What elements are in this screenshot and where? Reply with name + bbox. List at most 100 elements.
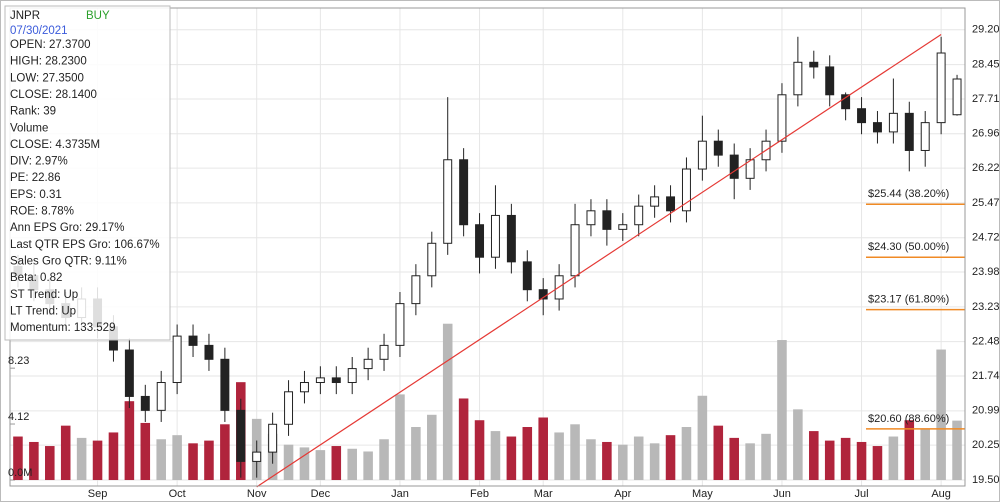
- volume-bar: [745, 443, 755, 481]
- volume-bar: [538, 417, 548, 481]
- y-tick-label: 27.71: [972, 93, 1000, 105]
- x-tick-label: Nov: [247, 488, 267, 500]
- overlay-layer: $25.44 (38.20%) $24.30 (50.00%) $23.17 (61…: [256, 33, 965, 488]
- y-tick-label: 20.99: [972, 405, 1000, 417]
- volume-bar: [299, 447, 310, 481]
- candle-body: [666, 196, 676, 212]
- x-tick-label: Jun: [773, 488, 791, 500]
- candle-body: [363, 358, 373, 370]
- volume-bar: [13, 436, 23, 481]
- candle-body: [825, 66, 835, 96]
- volume-bar: [315, 450, 326, 481]
- x-tick-label: Jul: [855, 488, 869, 500]
- x-tick-label: Mar: [534, 488, 553, 500]
- info-line: EPS: 0.31: [10, 189, 62, 201]
- info-line: OPEN: 27.3700: [10, 39, 91, 51]
- candle-body: [299, 382, 309, 393]
- candle-body: [427, 242, 437, 277]
- candle-body: [841, 94, 851, 110]
- candle-body: [315, 377, 325, 384]
- info-line: CLOSE: 4.3735M: [10, 139, 100, 151]
- volume-bar: [458, 398, 469, 481]
- candle-body: [204, 344, 214, 360]
- x-tick-label: Feb: [470, 488, 489, 500]
- volume-bar: [283, 444, 294, 481]
- volume-bar: [777, 340, 787, 481]
- info-line: Momentum: 133.529: [10, 322, 115, 334]
- trend-line: [256, 33, 942, 488]
- volume-bar: [395, 394, 405, 481]
- volume-bar: [665, 435, 676, 481]
- x-tick-label: Dec: [311, 488, 331, 500]
- fib-label: $24.30 (50.00%): [868, 241, 949, 253]
- info-line: ST Trend: Up: [10, 289, 78, 301]
- candle-body: [713, 140, 723, 156]
- candle-body: [379, 344, 389, 360]
- candle-body: [459, 159, 469, 226]
- info-line: Volume: [10, 122, 48, 134]
- candle-body: [952, 78, 962, 116]
- candle-body: [395, 303, 405, 346]
- candle-body: [904, 112, 914, 151]
- volume-bar: [904, 420, 915, 481]
- candle-body: [220, 358, 230, 411]
- candle-body: [236, 409, 246, 462]
- info-line: CLOSE: 28.1400: [10, 89, 97, 101]
- volume-bar: [140, 422, 151, 481]
- volume-bar: [920, 428, 930, 481]
- candle-body: [506, 214, 516, 263]
- candle-body: [634, 205, 644, 226]
- candle-body: [872, 122, 882, 133]
- volume-bar: [602, 441, 612, 481]
- candle-body: [681, 168, 691, 212]
- fib-label: $23.17 (61.80%): [868, 294, 949, 306]
- date: 07/30/2021: [10, 25, 68, 37]
- volume-bar: [220, 424, 230, 481]
- volume-bar: [427, 414, 437, 481]
- volume-bar: [618, 444, 628, 481]
- volume-bar: [92, 440, 103, 481]
- volume-bar: [204, 440, 214, 481]
- y-tick-label: 23.23: [972, 301, 1000, 313]
- candle-body: [618, 224, 628, 230]
- y-tick-label: 24.72: [972, 232, 1000, 244]
- candle-body: [650, 196, 660, 207]
- volume-bar: [824, 440, 835, 481]
- volume-bar: [188, 443, 198, 481]
- volume-bar: [872, 446, 883, 481]
- candle-body: [586, 210, 596, 226]
- volume-bar: [172, 435, 182, 481]
- candle-body: [172, 335, 182, 384]
- volume-bar: [45, 446, 55, 481]
- candle-body: [697, 140, 707, 170]
- y-tick-label: 25.47: [972, 197, 1000, 209]
- x-tick-label: Sep: [88, 488, 108, 500]
- volume-bar: [856, 441, 867, 481]
- candle-body: [331, 377, 341, 384]
- volume-bar: [506, 436, 517, 481]
- candle-body: [347, 368, 357, 384]
- volume-bar: [411, 427, 421, 481]
- symbol: JNPR: [10, 10, 40, 22]
- volume-bar: [379, 439, 389, 481]
- info-line: Sales Gro QTR: 9.11%: [10, 255, 127, 267]
- volume-tick-label: 4.12: [8, 411, 29, 423]
- volume-bar: [156, 439, 166, 481]
- candle-body: [809, 61, 819, 68]
- candle-layer: [13, 36, 962, 478]
- candle-body: [602, 210, 612, 230]
- candle-body: [156, 382, 166, 411]
- volume-bar: [442, 323, 453, 481]
- volume-tick-label: 0.0M: [8, 467, 32, 479]
- volume-bar: [570, 424, 580, 481]
- signal: BUY: [86, 10, 110, 22]
- y-tick-label: 19.50: [972, 474, 1000, 486]
- y-tick-label: 21.74: [972, 370, 1000, 382]
- y-tick-label: 26.22: [972, 162, 1000, 174]
- volume-bar: [490, 431, 501, 481]
- volume-bar: [809, 431, 819, 481]
- volume-bar: [586, 439, 596, 481]
- volume-bar: [761, 433, 771, 481]
- volume-bar: [936, 349, 946, 481]
